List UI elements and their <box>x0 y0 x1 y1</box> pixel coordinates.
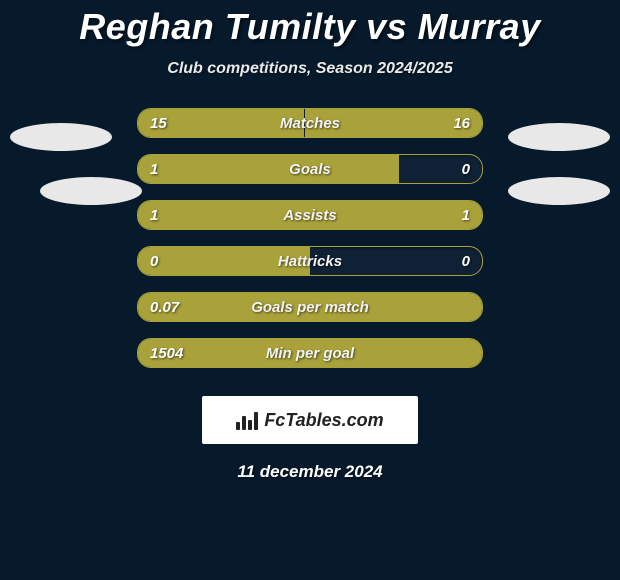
stat-bar-min-per-goal: 1504 Min per goal <box>137 338 483 368</box>
stat-value-right: 0 <box>462 161 470 178</box>
comparison-title: Reghan Tumilty vs Murray <box>0 0 620 48</box>
stat-bar-assists: 1 Assists 1 <box>137 200 483 230</box>
stat-bar-goals-per-match: 0.07 Goals per match <box>137 292 483 322</box>
bars-chart-icon <box>236 410 258 430</box>
stat-bar-hattricks: 0 Hattricks 0 <box>137 246 483 276</box>
stat-category: Matches <box>138 115 482 132</box>
decor-ellipse-right-1 <box>508 123 610 151</box>
stat-bars-container: 15 Matches 16 1 Goals 0 1 Assists 1 0 Ha… <box>137 108 483 368</box>
fctables-logo: FcTables.com <box>202 396 418 444</box>
decor-ellipse-left-2 <box>40 177 142 205</box>
stat-bar-matches: 15 Matches 16 <box>137 108 483 138</box>
stat-bar-goals: 1 Goals 0 <box>137 154 483 184</box>
stat-category: Hattricks <box>138 253 482 270</box>
stat-value-right: 1 <box>462 207 470 224</box>
stat-category: Min per goal <box>138 345 482 362</box>
stat-value-right: 0 <box>462 253 470 270</box>
stat-category: Goals <box>138 161 482 178</box>
decor-ellipse-right-2 <box>508 177 610 205</box>
decor-ellipse-left-1 <box>10 123 112 151</box>
stat-category: Assists <box>138 207 482 224</box>
stat-category: Goals per match <box>138 299 482 316</box>
logo-text: FcTables.com <box>264 410 383 431</box>
comparison-subtitle: Club competitions, Season 2024/2025 <box>0 60 620 78</box>
comparison-date: 11 december 2024 <box>0 462 620 482</box>
stat-value-right: 16 <box>453 115 470 132</box>
